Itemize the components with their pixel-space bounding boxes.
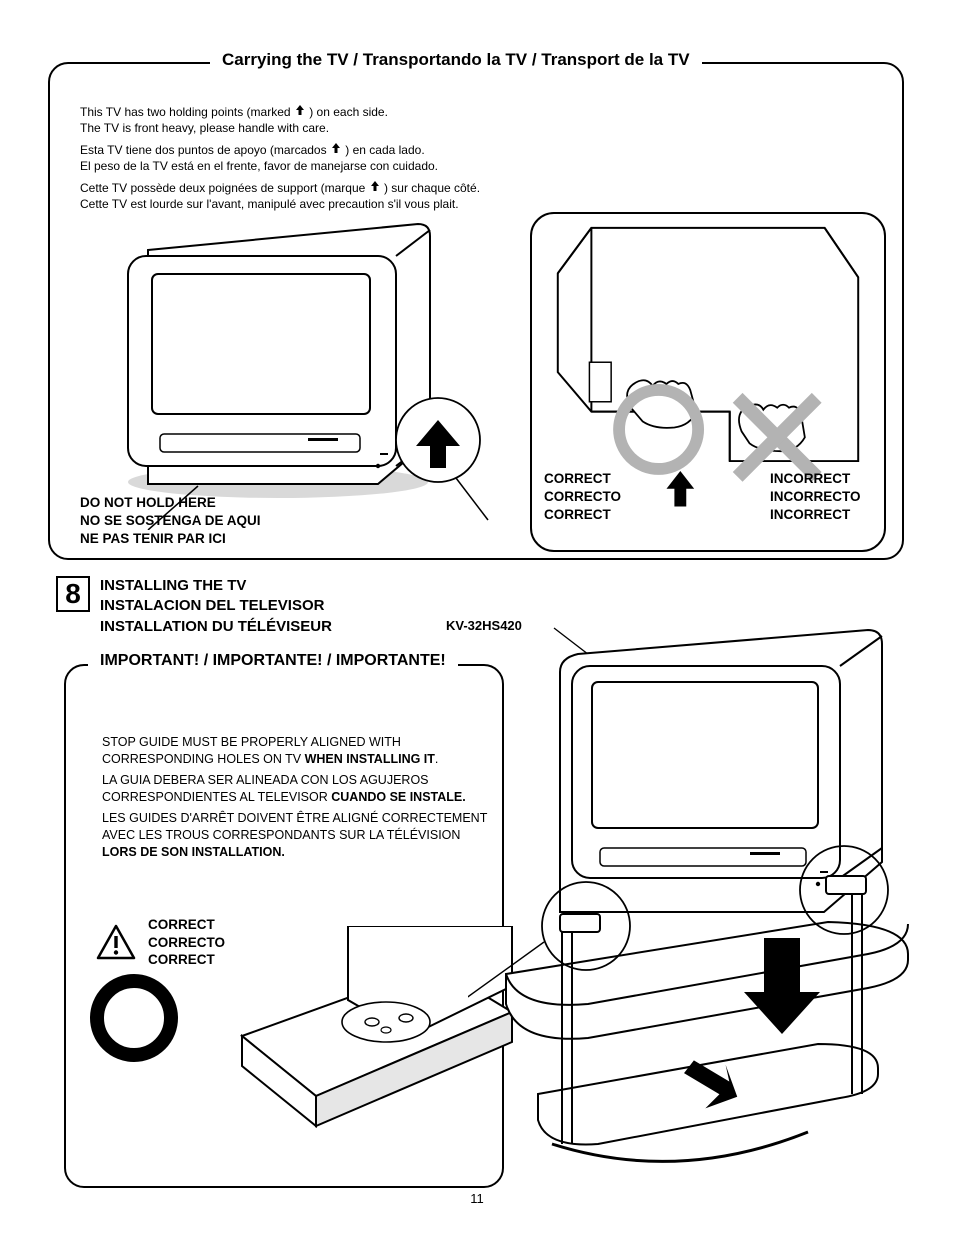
correct-circle-icon [90, 974, 178, 1062]
imp-es: LA GUIA DEBERA SER ALINEADA CON LOS AGUJ… [102, 772, 497, 806]
intro-es-3: El peso de la TV está en el frente, favo… [80, 159, 438, 173]
intro-fr-3: Cette TV est lourde sur l'avant, manipul… [80, 197, 459, 211]
up-arrow-icon [330, 142, 342, 154]
page-number: 11 [48, 1191, 906, 1206]
intro-en-1: This TV has two holding points (marked [80, 105, 294, 119]
step-8-header: 8 INSTALLING THE TV INSTALACION DEL TELE… [56, 576, 332, 637]
i-es: INCORRECTO [770, 488, 861, 506]
intro-fr-2: ) sur chaque côté. [381, 181, 480, 195]
intro-en: This TV has two holding points (marked )… [80, 104, 388, 136]
i-en: INCORRECT [770, 470, 861, 488]
c-fr: CORRECT [544, 506, 621, 524]
intro-fr-1: Cette TV possède deux poignées de suppor… [80, 181, 369, 195]
st-en: INSTALLING THE TV [100, 576, 332, 596]
dnh-fr: NE PAS TENIR PAR ICI [80, 530, 261, 548]
imp-fr: LES GUIDES D'ARRÊT DOIVENT ÊTRE ALIGNÉ C… [102, 810, 497, 861]
carrying-title: Carrying the TV / Transportando la TV / … [210, 50, 702, 70]
c-en: CORRECT [544, 470, 621, 488]
important-title: IMPORTANT! / IMPORTANTE! / IMPORTANTE! [88, 652, 458, 670]
up-arrow-icon [294, 104, 306, 116]
st-es: INSTALACION DEL TELEVISOR [100, 596, 332, 616]
intro-en-2: ) on each side. [306, 105, 388, 119]
dnh-en: DO NOT HOLD HERE [80, 494, 261, 512]
i-fr: INCORRECT [770, 506, 861, 524]
wc-en: CORRECT [148, 916, 225, 934]
imp-en-b: WHEN INSTALLING IT [305, 752, 435, 766]
up-arrow-icon [369, 180, 381, 192]
warning-icon [96, 924, 136, 960]
c-es: CORRECTO [544, 488, 621, 506]
step-number: 8 [56, 576, 90, 612]
imp-es-b: CUANDO SE INSTALE. [331, 790, 466, 804]
intro-es-2: ) en cada lado. [342, 143, 425, 157]
imp-fr-a: LES GUIDES D'ARRÊT DOIVENT ÊTRE ALIGNÉ C… [102, 811, 487, 842]
tv-front-illustration [68, 220, 498, 530]
do-not-hold-label: DO NOT HOLD HERE NO SE SOSTENGA DE AQUI … [80, 494, 261, 549]
imp-fr-b: LORS DE SON INSTALLATION. [102, 845, 285, 859]
step-titles: INSTALLING THE TV INSTALACION DEL TELEVI… [100, 576, 332, 637]
intro-en-3: The TV is front heavy, please handle wit… [80, 121, 329, 135]
intro-es-1: Esta TV tiene dos puntos de apoyo (marca… [80, 143, 330, 157]
imp-en: STOP GUIDE MUST BE PROPERLY ALIGNED WITH… [102, 734, 497, 768]
intro-fr: Cette TV possède deux poignées de suppor… [80, 180, 480, 212]
wc-fr: CORRECT [148, 951, 225, 969]
carrying-section: Carrying the TV / Transportando la TV / … [48, 62, 904, 560]
wc-es: CORRECTO [148, 934, 225, 952]
st-fr: INSTALLATION DU TÉLÉVISEUR [100, 617, 332, 637]
intro-es: Esta TV tiene dos puntos de apoyo (marca… [80, 142, 438, 174]
incorrect-label: INCORRECT INCORRECTO INCORRECT [770, 470, 861, 525]
tv-on-stand-illustration [468, 624, 920, 1184]
warning-row: CORRECT CORRECTO CORRECT [96, 916, 225, 969]
correct-label: CORRECT CORRECTO CORRECT [544, 470, 621, 525]
important-section: IMPORTANT! / IMPORTANTE! / IMPORTANTE! S… [64, 664, 504, 1188]
correct-trio: CORRECT CORRECTO CORRECT [148, 916, 225, 969]
dnh-es: NO SE SOSTENGA DE AQUI [80, 512, 261, 530]
